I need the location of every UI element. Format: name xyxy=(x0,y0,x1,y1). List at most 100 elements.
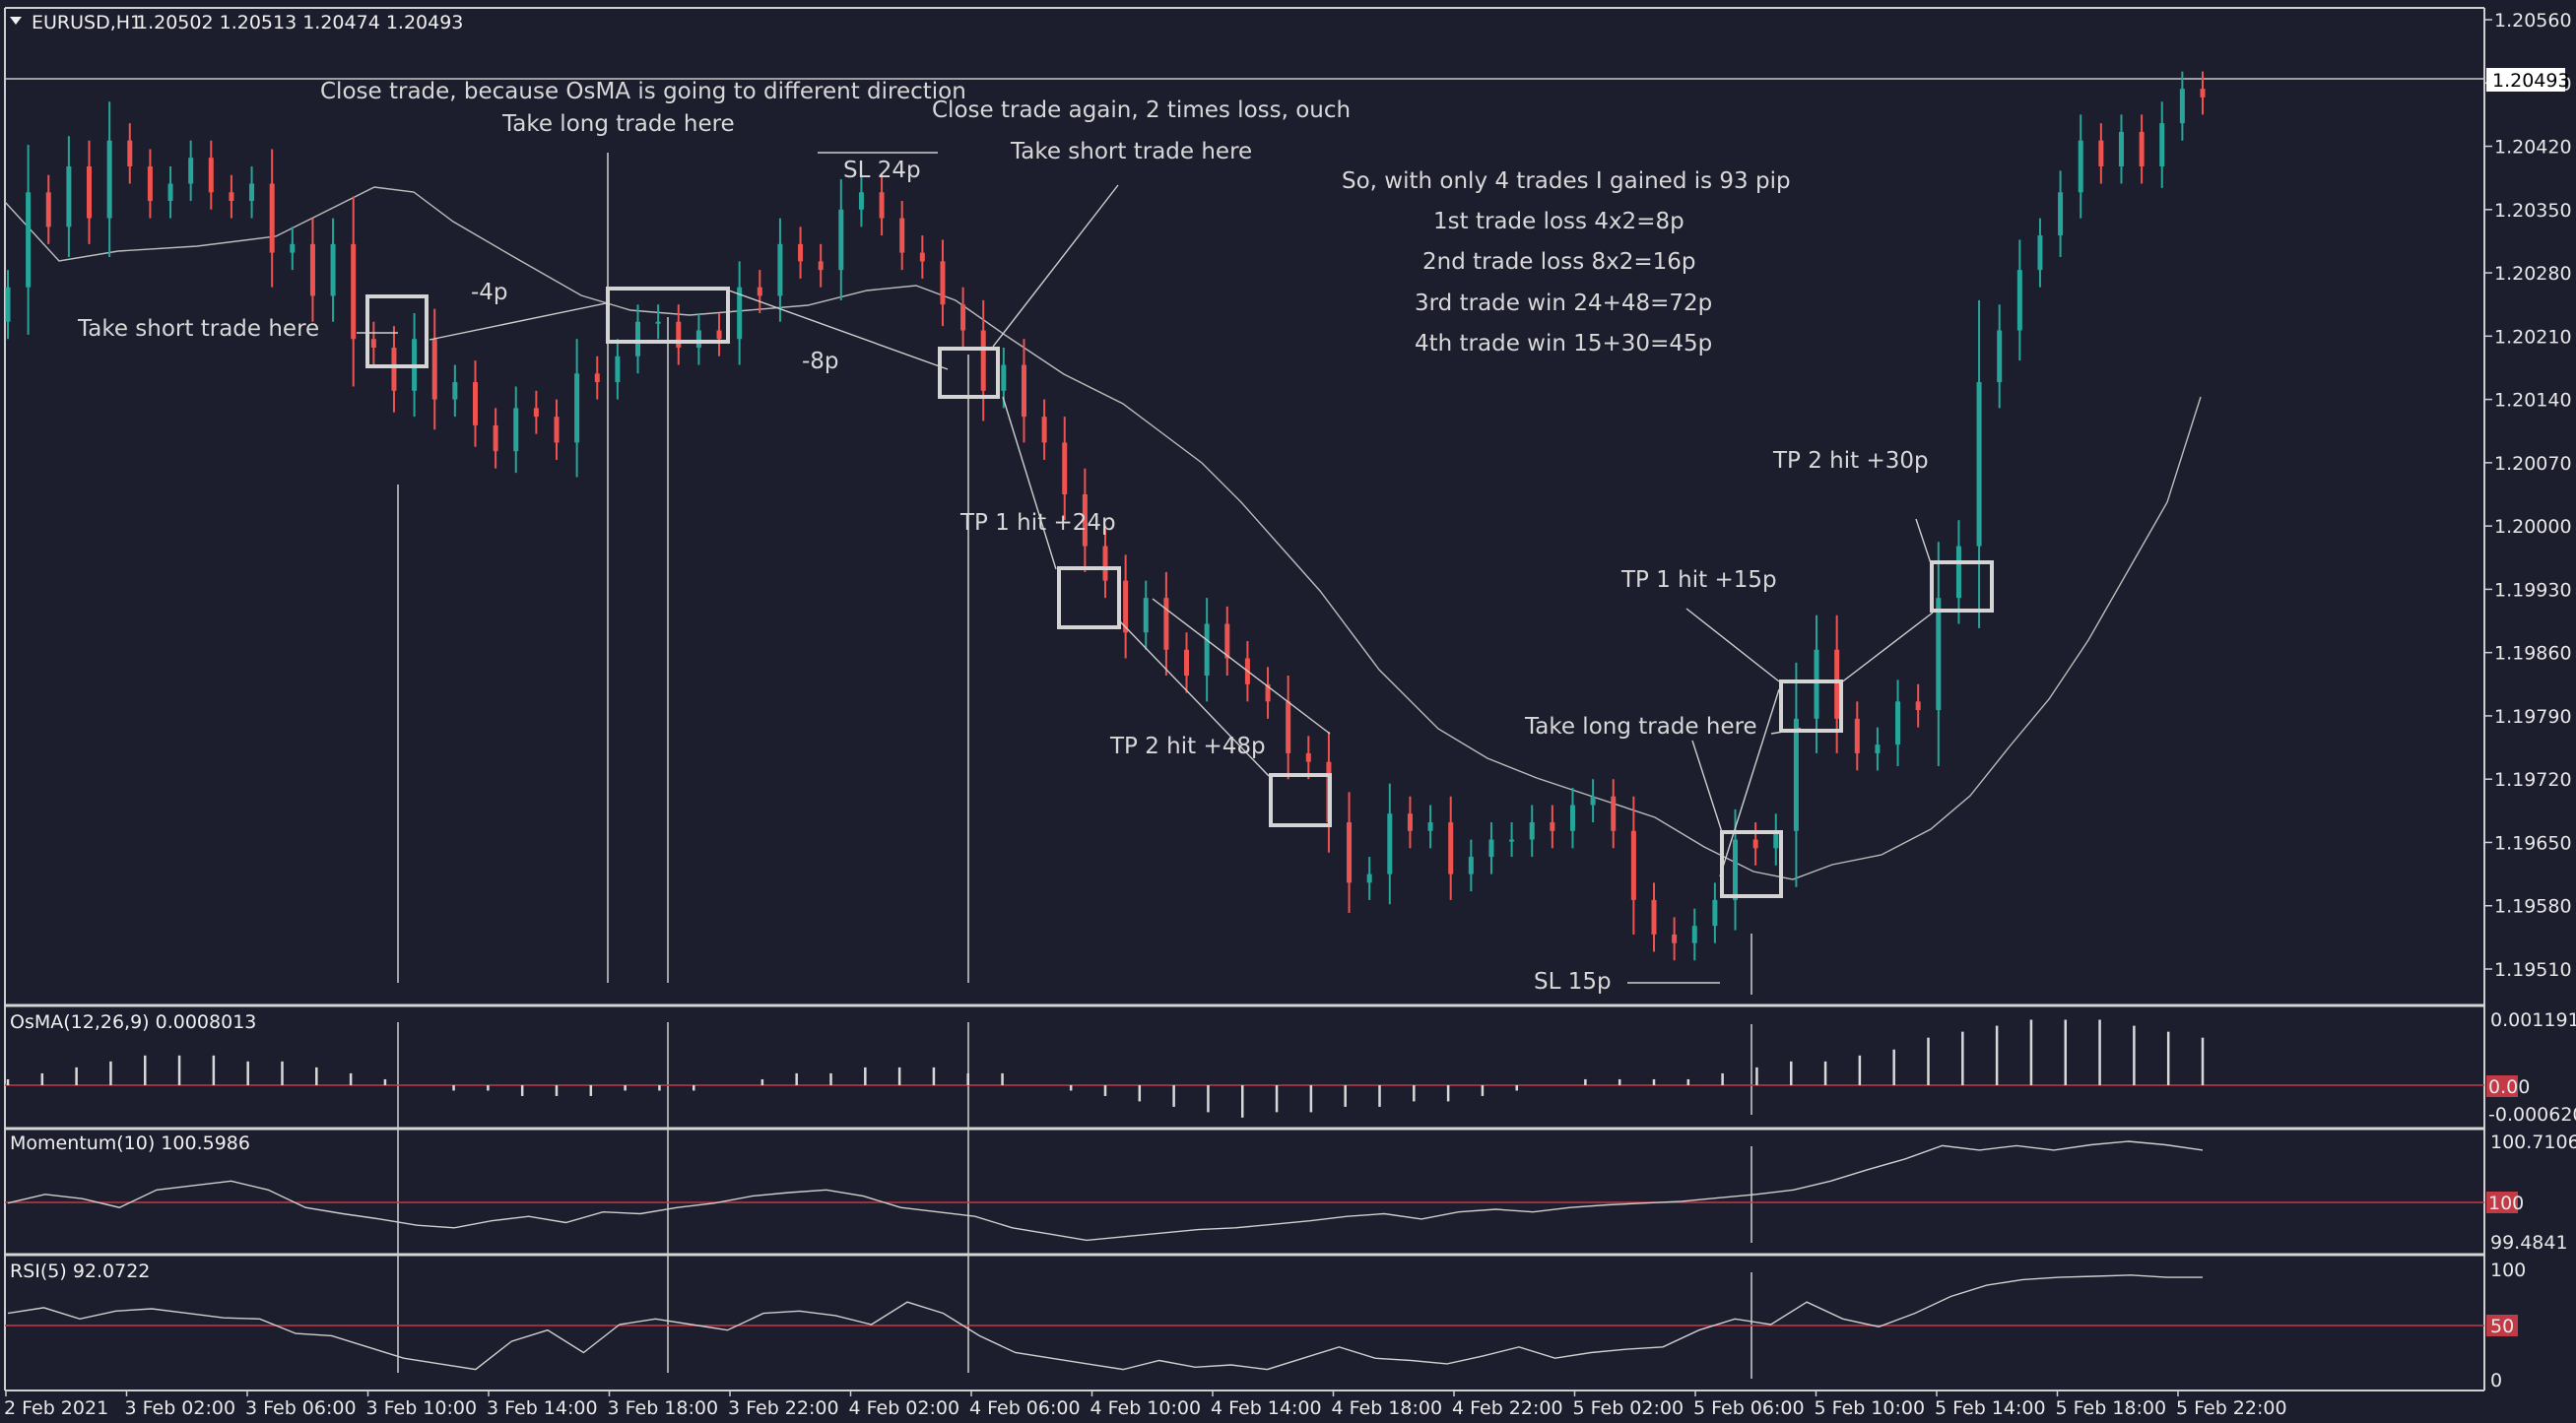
candle-body xyxy=(757,287,762,296)
candle-body xyxy=(2078,140,2083,193)
price-axis: 1.205601.204901.204201.203501.202801.202… xyxy=(2484,10,2572,981)
annotation-text: -8p xyxy=(802,349,839,374)
time-tick-label: 4 Feb 06:00 xyxy=(969,1397,1081,1419)
symbol-label: EURUSD,H1 xyxy=(32,12,142,33)
osma-histogram xyxy=(6,1019,2205,1118)
candle-body xyxy=(5,287,11,322)
zero-tag xyxy=(2486,1075,2518,1097)
dropdown-triangle-icon[interactable] xyxy=(10,17,22,25)
osma-axis: 0.0011919 0.00 -0.0006207 xyxy=(2486,1009,2576,1126)
candle-body xyxy=(1569,805,1575,831)
candle-body xyxy=(66,165,72,227)
candle-body xyxy=(2098,140,2104,166)
time-tick-label: 3 Feb 10:00 xyxy=(366,1397,478,1419)
annotation-text: TP 1 hit +24p xyxy=(959,510,1116,536)
candle-body xyxy=(2037,235,2043,271)
time-tick-label: 5 Feb 14:00 xyxy=(1935,1397,2046,1419)
candle-body xyxy=(2200,89,2206,97)
annotation-text: 3rd trade win 24+48=72p xyxy=(1415,291,1712,316)
price-tick-label: 1.19930 xyxy=(2494,579,2572,601)
annotation-text: 1st trade loss 4x2=8p xyxy=(1433,209,1684,234)
rsi-line xyxy=(7,1274,2203,1371)
annotation-text: -4p xyxy=(471,280,508,305)
chart-header: EURUSD,H1 1.20502 1.20513 1.20474 1.2049… xyxy=(10,12,463,33)
candle-body xyxy=(1123,580,1129,633)
candle-body xyxy=(1915,701,1921,711)
candle-body xyxy=(980,330,986,391)
candle-body xyxy=(1001,364,1007,391)
candle-body xyxy=(818,261,824,271)
candle-body xyxy=(127,140,133,166)
trade-box xyxy=(938,347,1000,399)
current-price-tag: 1.20493 xyxy=(2486,68,2570,92)
annotation-text: SL 24p xyxy=(843,158,921,183)
time-tick-label: 4 Feb 10:00 xyxy=(1090,1397,1202,1419)
candle-body xyxy=(1793,718,1799,831)
candle-body xyxy=(1611,796,1617,831)
time-tick-label: 3 Feb 06:00 xyxy=(245,1397,357,1419)
candle-body xyxy=(1488,839,1494,858)
candle-body xyxy=(1407,813,1413,831)
axis-tick-label: 0 xyxy=(2490,1370,2502,1391)
level-tag xyxy=(2486,1192,2518,1213)
time-tick-label: 5 Feb 10:00 xyxy=(1815,1397,1926,1419)
candle-body xyxy=(695,330,701,349)
candle-body xyxy=(1875,744,1881,753)
price-tick-label: 1.20420 xyxy=(2494,137,2572,159)
candle-body xyxy=(1509,839,1515,842)
time-tick-label: 2 Feb 2021 xyxy=(4,1397,108,1419)
annotation-text: 2nd trade loss 8x2=16p xyxy=(1422,249,1696,275)
candle-body xyxy=(1347,822,1353,883)
candle-body xyxy=(249,183,255,202)
time-tick-label: 5 Feb 06:00 xyxy=(1693,1397,1805,1419)
candle-body xyxy=(1062,442,1068,494)
axis-tick-label: 0.0011919 xyxy=(2490,1009,2576,1031)
candle-body xyxy=(1976,382,1982,547)
time-tick-label: 5 Feb 18:00 xyxy=(2056,1397,2167,1419)
current-price-text: 1.20493 xyxy=(2492,70,2570,92)
candle-body xyxy=(1021,364,1026,418)
axis-tick-label: -0.0006207 xyxy=(2488,1104,2576,1126)
candle-body xyxy=(919,252,925,262)
axis-tick-label: 99.4841 xyxy=(2490,1232,2568,1254)
candle-body xyxy=(1286,701,1291,753)
rsi-label: RSI(5) 92.0722 xyxy=(10,1261,150,1282)
candle-body xyxy=(269,183,275,253)
trade-box xyxy=(1720,830,1783,898)
trade-box xyxy=(1269,773,1332,827)
candle-body xyxy=(2058,192,2064,236)
price-tick-label: 1.20140 xyxy=(2494,390,2572,412)
price-tick-label: 1.20560 xyxy=(2494,10,2572,32)
candle-body xyxy=(879,192,885,219)
annotation-text: SL 15p xyxy=(1534,969,1612,995)
candle-body xyxy=(1366,873,1372,883)
candle-body xyxy=(838,209,844,271)
candle-body xyxy=(188,158,194,184)
candle-body xyxy=(1204,623,1210,677)
candle-body xyxy=(716,330,722,340)
candle-body xyxy=(45,192,51,227)
axis-tick-label: 0.00 xyxy=(2488,1076,2530,1098)
trade-box xyxy=(365,294,429,368)
candle-body xyxy=(1387,813,1393,874)
candle-body xyxy=(655,321,661,324)
time-tick-label: 4 Feb 14:00 xyxy=(1211,1397,1322,1419)
candle-body xyxy=(208,158,214,193)
candle-body xyxy=(309,243,315,296)
candle-body xyxy=(1590,796,1596,806)
momentum-line xyxy=(7,1140,2204,1242)
candle-body xyxy=(1102,546,1108,581)
axis-tick-label: 100 xyxy=(2488,1193,2524,1214)
price-tick-label: 1.19510 xyxy=(2494,959,2572,981)
candle-body xyxy=(635,321,641,356)
time-axis: 2 Feb 2021 3 Feb 02:00 3 Feb 06:00 3 Feb 10… xyxy=(4,1391,2287,1419)
candle-body xyxy=(229,192,234,202)
trade-box xyxy=(1930,560,1994,613)
time-tick-label: 3 Feb 22:00 xyxy=(728,1397,839,1419)
candle-body xyxy=(533,408,539,418)
candle-body xyxy=(1733,839,1739,900)
candle-body xyxy=(1955,546,1961,599)
candle-body xyxy=(1651,899,1657,935)
trade-box xyxy=(1057,566,1121,629)
